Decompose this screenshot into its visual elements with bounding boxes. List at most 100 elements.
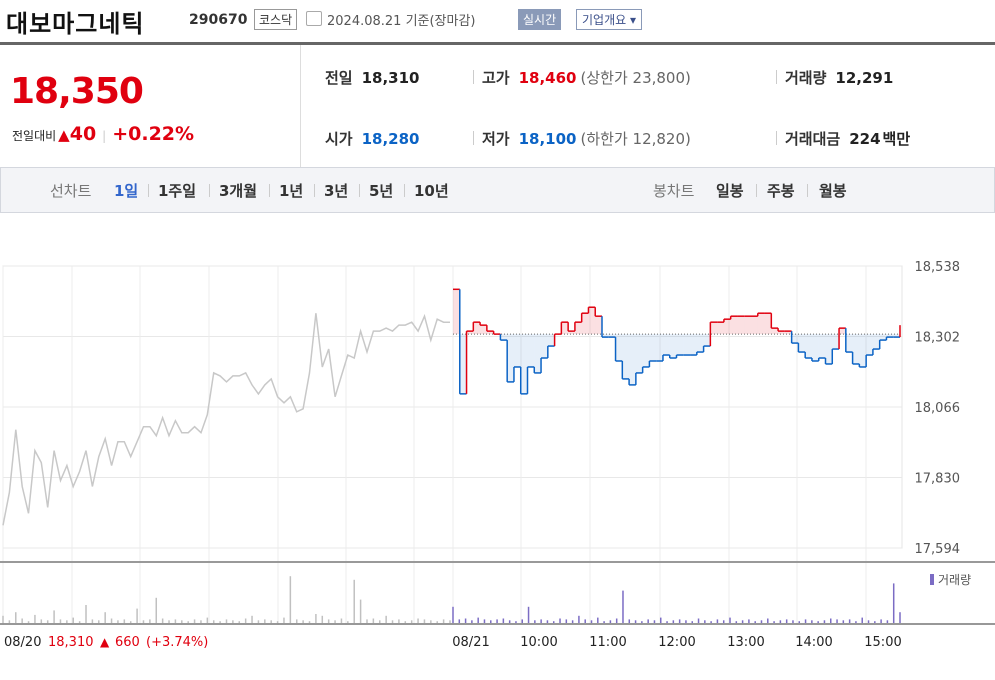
tab-3m[interactable]: 3개월 xyxy=(219,182,258,200)
area-segment xyxy=(866,334,873,356)
area-segment xyxy=(541,334,548,359)
area-segment xyxy=(561,322,569,335)
area-segment xyxy=(629,334,636,385)
calendar-icon xyxy=(306,11,322,26)
area-segment xyxy=(486,331,494,335)
header-divider xyxy=(0,42,995,45)
chart-grid xyxy=(0,265,995,625)
area-segment xyxy=(547,334,555,347)
area-segment xyxy=(703,334,711,347)
stat-amount: 거래대금 224 백만 xyxy=(785,130,911,148)
area-segment xyxy=(893,334,900,338)
stat-high: 고가 18,460 (상한가 23,800) xyxy=(482,69,691,87)
area-segment xyxy=(656,334,663,361)
area-segment xyxy=(622,334,630,379)
tab-1y[interactable]: 1년 xyxy=(279,182,304,200)
area-segment xyxy=(568,331,575,335)
tab-10y[interactable]: 10년 xyxy=(414,182,449,200)
area-segment xyxy=(602,334,609,338)
x-axis: 08/21 10:00 11:00 12:00 13:00 14:00 15:00 xyxy=(452,635,901,650)
change-label: 전일대비 xyxy=(12,129,57,143)
area-segment xyxy=(805,334,812,359)
candle-chart-label: 봉차트 xyxy=(653,182,695,200)
area-segment xyxy=(453,289,460,335)
y-tick-label: 17,830 xyxy=(915,472,961,487)
tab-weekly[interactable]: 주봉 xyxy=(767,182,795,200)
area-segment xyxy=(832,334,840,350)
area-segment xyxy=(818,334,826,359)
tab-1w[interactable]: 1주일 xyxy=(158,182,197,200)
volume-legend: 거래량 xyxy=(930,573,971,587)
base-date: 2024.08.21 기준(장마감) xyxy=(327,14,476,29)
area-segment xyxy=(500,334,508,341)
area-segment xyxy=(459,334,467,394)
area-segment xyxy=(839,328,846,335)
area-segment xyxy=(771,328,779,335)
up-arrow-icon: ▲ xyxy=(58,126,70,144)
volume-legend-label: 거래량 xyxy=(938,573,971,587)
reference-fill xyxy=(453,289,900,394)
area-segment xyxy=(690,334,697,356)
area-segment xyxy=(825,334,833,364)
area-segment xyxy=(811,334,819,361)
area-segment xyxy=(764,313,772,335)
x-tick-label: 10:00 xyxy=(520,635,557,650)
x-tick-label: 11:00 xyxy=(589,635,626,650)
tab-3y[interactable]: 3년 xyxy=(324,182,349,200)
x-tick-label: 13:00 xyxy=(727,635,764,650)
area-segment xyxy=(534,334,542,373)
area-segment xyxy=(466,331,474,335)
area-segment xyxy=(649,334,657,361)
area-segment xyxy=(852,334,860,364)
change-row: 전일대비 ▲40 | +0.22% xyxy=(12,123,195,145)
area-segment xyxy=(784,331,792,335)
area-segment xyxy=(744,316,751,335)
x-tick-label: 14:00 xyxy=(795,635,832,650)
price-lines xyxy=(2,288,901,526)
tab-5y[interactable]: 5년 xyxy=(369,182,394,200)
area-segment xyxy=(595,316,602,335)
area-segment xyxy=(520,334,528,394)
prev-day-line xyxy=(2,313,450,526)
y-tick-label: 18,302 xyxy=(915,331,961,346)
area-segment xyxy=(581,313,589,335)
area-segment xyxy=(473,322,481,335)
company-info-dropdown[interactable]: 기업개요 ▾ xyxy=(576,9,642,30)
area-segment xyxy=(615,334,623,361)
area-segment xyxy=(669,334,677,359)
y-tick-label: 18,066 xyxy=(915,401,961,416)
company-name: 대보마그네틱 xyxy=(6,10,145,38)
line-chart-label: 선차트 xyxy=(50,182,92,200)
area-segment xyxy=(859,334,867,367)
price-panel: 18,350 전일대비 ▲40 | +0.22% xyxy=(0,45,301,167)
area-segment xyxy=(845,334,853,353)
market-badge: 코스닥 xyxy=(254,9,298,30)
area-segment xyxy=(717,322,724,335)
prev-day-change: 660 xyxy=(115,635,140,650)
area-segment xyxy=(751,316,758,335)
area-segment xyxy=(608,334,616,338)
y-tick-label: 18,538 xyxy=(915,260,961,275)
stock-header: 대보마그네틱 290670 코스닥 2024.08.21 기준(장마감) 실시간… xyxy=(0,0,995,42)
prev-day-close: 18,310 xyxy=(48,635,94,650)
x-tick-label: 12:00 xyxy=(658,635,695,650)
change-value: 40 xyxy=(69,123,97,145)
area-segment xyxy=(730,316,738,335)
realtime-button[interactable]: 실시간 xyxy=(518,9,562,30)
stat-prev: 전일 18,310 xyxy=(325,69,420,87)
area-segment xyxy=(737,316,745,335)
area-segment xyxy=(886,334,894,338)
prev-day-rate: (+3.74%) xyxy=(146,635,208,650)
stat-volume: 거래량 12,291 xyxy=(785,69,894,87)
area-segment xyxy=(513,334,521,367)
area-segment xyxy=(757,313,765,335)
tab-daily[interactable]: 일봉 xyxy=(716,182,744,200)
volume-bars xyxy=(2,576,901,623)
y-axis: 18,538 18,302 18,066 17,830 17,594 xyxy=(915,260,961,557)
area-segment xyxy=(872,334,880,350)
area-segment xyxy=(710,322,718,335)
area-segment xyxy=(676,334,684,356)
tab-1d[interactable]: 1일 xyxy=(114,182,139,200)
stock-code: 290670 xyxy=(189,12,248,28)
tab-monthly[interactable]: 월봉 xyxy=(819,182,847,200)
